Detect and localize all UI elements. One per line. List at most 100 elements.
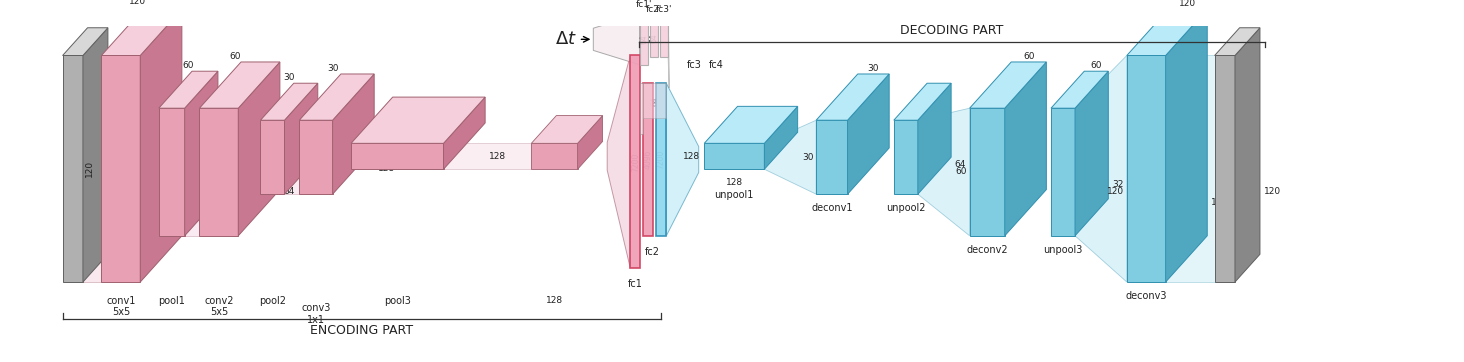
Text: deconv3: deconv3: [1126, 291, 1167, 301]
Text: fc4: fc4: [709, 60, 723, 70]
Polygon shape: [332, 120, 351, 194]
Polygon shape: [650, 18, 657, 57]
Polygon shape: [531, 115, 603, 143]
Polygon shape: [184, 71, 218, 236]
Text: fc3': fc3': [656, 5, 672, 14]
Text: 60: 60: [1023, 52, 1035, 61]
Text: conv3
1x1: conv3 1x1: [302, 303, 331, 325]
Text: DECODING PART: DECODING PART: [900, 24, 1003, 37]
Polygon shape: [969, 108, 1004, 236]
Polygon shape: [351, 97, 485, 143]
Text: 64: 64: [640, 34, 649, 44]
Polygon shape: [299, 120, 332, 194]
Text: 64: 64: [893, 160, 905, 169]
Polygon shape: [1004, 62, 1047, 236]
Polygon shape: [1215, 28, 1261, 55]
Polygon shape: [83, 55, 101, 282]
Polygon shape: [640, 14, 649, 65]
Polygon shape: [895, 83, 952, 120]
Polygon shape: [158, 71, 218, 108]
Text: 7200: 7200: [631, 152, 640, 172]
Text: unpool2: unpool2: [886, 203, 925, 214]
Text: 7200: 7200: [657, 150, 666, 169]
Polygon shape: [608, 55, 631, 268]
Polygon shape: [969, 62, 1047, 108]
Text: conv2
5x5: conv2 5x5: [203, 296, 234, 317]
Polygon shape: [666, 83, 698, 236]
Text: unpool3: unpool3: [1044, 245, 1083, 255]
Text: 64: 64: [322, 164, 332, 173]
Polygon shape: [1051, 108, 1075, 236]
Polygon shape: [184, 108, 199, 236]
Text: 32: 32: [1050, 180, 1061, 189]
Text: 120: 120: [1211, 198, 1228, 207]
Text: conv1
5x5: conv1 5x5: [107, 296, 136, 317]
Polygon shape: [631, 55, 640, 268]
Polygon shape: [643, 83, 653, 236]
Polygon shape: [239, 108, 261, 236]
Text: 120: 120: [1263, 187, 1281, 196]
Text: fc1': fc1': [635, 0, 651, 9]
Polygon shape: [704, 143, 764, 169]
Text: 128: 128: [682, 152, 700, 161]
Text: pool2: pool2: [259, 296, 285, 306]
Polygon shape: [444, 143, 531, 169]
Polygon shape: [284, 83, 318, 194]
Polygon shape: [101, 55, 141, 282]
Polygon shape: [1127, 55, 1165, 282]
Text: fc2: fc2: [644, 247, 659, 257]
Text: pool3: pool3: [384, 296, 411, 306]
Polygon shape: [351, 143, 444, 169]
Text: 60: 60: [1091, 61, 1102, 70]
Text: 30: 30: [802, 153, 814, 162]
Text: 128: 128: [726, 178, 742, 188]
Text: 4096: 4096: [644, 150, 653, 169]
Text: 30: 30: [868, 64, 880, 73]
Text: 128: 128: [378, 164, 395, 173]
Polygon shape: [764, 120, 815, 194]
Polygon shape: [1051, 71, 1108, 108]
Polygon shape: [261, 120, 284, 194]
Text: ENCODING PART: ENCODING PART: [310, 324, 413, 337]
Polygon shape: [101, 9, 182, 55]
Polygon shape: [531, 143, 578, 169]
Polygon shape: [1236, 28, 1261, 282]
Text: 120: 120: [1107, 187, 1124, 196]
Polygon shape: [141, 9, 182, 282]
Text: 64: 64: [650, 96, 659, 106]
Polygon shape: [332, 74, 375, 194]
Text: 30: 30: [284, 73, 294, 82]
Polygon shape: [158, 108, 184, 236]
Text: 120: 120: [129, 0, 146, 7]
Polygon shape: [918, 83, 952, 194]
Text: 64: 64: [650, 33, 659, 43]
Polygon shape: [764, 106, 798, 169]
Text: 128: 128: [546, 296, 564, 305]
Polygon shape: [199, 108, 239, 236]
Polygon shape: [1215, 55, 1236, 282]
Polygon shape: [1165, 55, 1215, 282]
Text: $\Delta t$: $\Delta t$: [555, 30, 577, 48]
Polygon shape: [640, 83, 643, 134]
Text: 64: 64: [284, 187, 294, 195]
Polygon shape: [815, 120, 848, 194]
Polygon shape: [895, 120, 918, 194]
Text: 32: 32: [221, 187, 233, 195]
Text: fc3: fc3: [687, 60, 701, 70]
Text: 60: 60: [183, 61, 195, 70]
Polygon shape: [1165, 9, 1208, 282]
Polygon shape: [83, 28, 108, 282]
Polygon shape: [660, 18, 668, 57]
Text: 120: 120: [85, 160, 94, 177]
Polygon shape: [643, 83, 666, 118]
Polygon shape: [261, 83, 318, 120]
Polygon shape: [444, 97, 485, 169]
Text: 120: 120: [1180, 0, 1196, 8]
Text: unpool1: unpool1: [714, 190, 754, 199]
Polygon shape: [704, 106, 798, 143]
Polygon shape: [593, 14, 640, 65]
Polygon shape: [848, 74, 889, 194]
Polygon shape: [63, 28, 108, 55]
Polygon shape: [199, 62, 280, 108]
Text: deconv2: deconv2: [966, 245, 1009, 255]
